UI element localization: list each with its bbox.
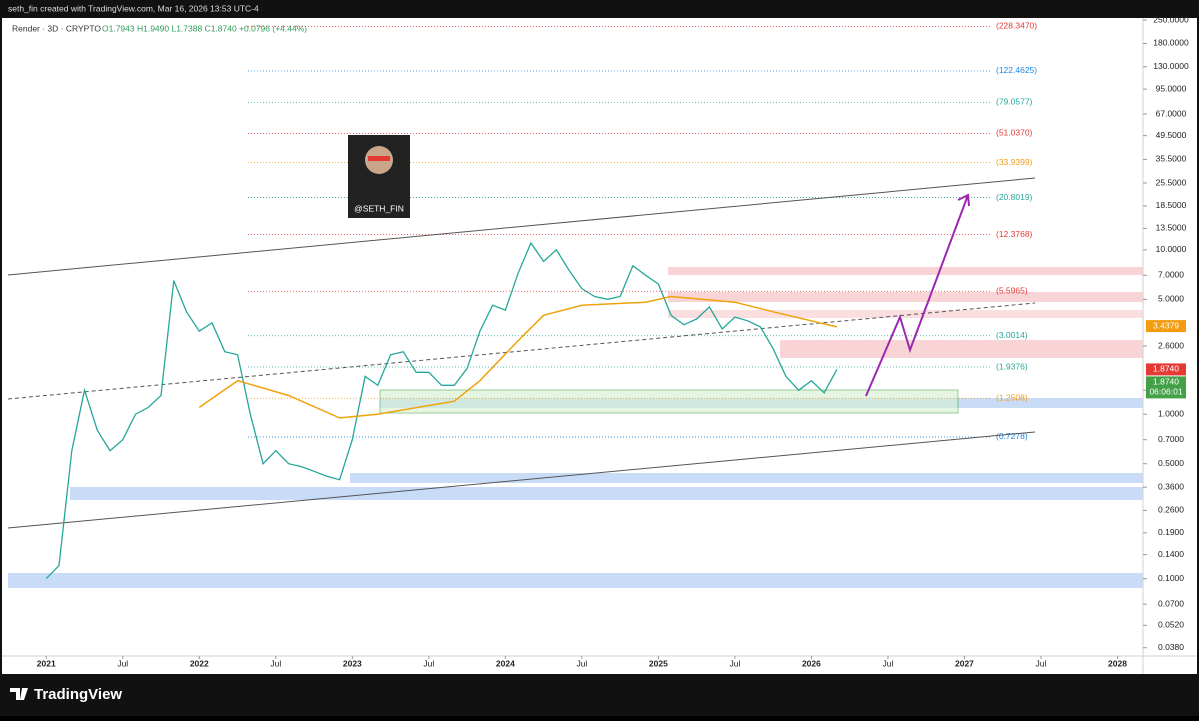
trendline: [7, 177, 1036, 276]
brand: TradingView: [34, 686, 122, 703]
y-tick-label: 0.1000: [1158, 573, 1184, 583]
x-tick-label: Jul: [270, 658, 281, 668]
x-tick-label: Jul: [117, 658, 128, 668]
y-tick-label: 2.6000: [1158, 340, 1184, 350]
x-tick-label: 2022: [190, 658, 209, 668]
zone: [780, 340, 1143, 358]
y-tick-label: 67.0000: [1156, 108, 1187, 118]
y-tick-label: 0.5000: [1158, 458, 1184, 468]
fib-label: (5.5965): [996, 286, 1028, 296]
countdown: 06:06:01: [1149, 387, 1182, 397]
zone: [668, 292, 1143, 302]
fib-label: (33.9399): [996, 157, 1033, 167]
fib-label: (228.3470): [996, 21, 1037, 31]
plot: [45, 241, 838, 580]
x-tick-label: 2024: [496, 658, 515, 668]
fib-label: (122.4625): [996, 65, 1037, 75]
y-tick-label: 7.0000: [1158, 270, 1184, 280]
y-tick-label: 0.1900: [1158, 527, 1184, 537]
y-tick-label: 250.0000: [1153, 14, 1189, 24]
y-tick-label: 49.5000: [1156, 130, 1187, 140]
fib-label: (51.0370): [996, 128, 1033, 138]
price-label: 1.8740: [1153, 377, 1179, 387]
avatar-label: @SETH_FIN: [354, 203, 404, 213]
y-tick-label: 13.5000: [1156, 223, 1187, 233]
zone: [8, 573, 1143, 588]
trendline: [7, 431, 1036, 529]
price-label-box: [1146, 376, 1186, 399]
zones: [8, 267, 1143, 588]
projection-arrow: [865, 193, 970, 397]
x-tick-label: Jul: [729, 658, 740, 668]
y-tick-label: 0.1400: [1158, 549, 1184, 559]
y-tick-label: 130.0000: [1153, 61, 1189, 71]
brand-logo: [10, 688, 28, 700]
zone: [668, 310, 1143, 318]
x-tick-label: 2023: [343, 658, 362, 668]
avatar-eyes: [368, 156, 390, 161]
y-tick-label: 0.0520: [1158, 620, 1184, 630]
price-line: [45, 241, 838, 580]
trendline: [7, 302, 1036, 400]
fib-label: (20.8019): [996, 192, 1033, 202]
levels: (228.3470) (122.4625) (79.0577) (51.0370) (3…: [248, 21, 1037, 441]
zone: [70, 487, 1143, 500]
price-label-box: [1146, 320, 1186, 333]
y-tick-label: 0.3600: [1158, 481, 1184, 491]
y-tick-label: 1.0000: [1158, 408, 1184, 418]
x-tick-label: 2025: [649, 658, 668, 668]
y-tick-label: 5.0000: [1158, 294, 1184, 304]
y-tick-label: 0.0380: [1158, 642, 1184, 652]
x-tick-label: 2026: [802, 658, 821, 668]
y-tick-label: 0.7000: [1158, 434, 1184, 444]
x-tick-label: Jul: [883, 658, 894, 668]
fib-label: (0.7278): [996, 431, 1028, 441]
fib-label: (79.0577): [996, 96, 1033, 106]
x-tick-label: Jul: [576, 658, 587, 668]
y-tick-label: 0.0700: [1158, 598, 1184, 608]
ohlc: O1.7943 H1.9490 L1.7388 C1.8740 +0.0796 …: [102, 23, 307, 33]
y-tick-label: 25.5000: [1156, 177, 1187, 187]
x-tick-label: 2027: [955, 658, 974, 668]
moving-average: [198, 295, 838, 419]
zone: [379, 389, 959, 414]
y-tick-label: 18.5000: [1156, 200, 1187, 210]
fib-label: (1.9376): [996, 361, 1028, 371]
price-label: 3.4379: [1153, 320, 1179, 330]
x-tick-label: Jul: [1036, 658, 1047, 668]
symbol: Render · 3D · CRYPTO: [12, 23, 101, 33]
x-tick-label: 2021: [37, 658, 56, 668]
credit: seth_fin created with TradingView.com, M…: [8, 3, 259, 13]
y-tick-label: 180.0000: [1153, 38, 1189, 48]
x-tick-label: 2028: [1108, 658, 1127, 668]
zone: [668, 267, 1143, 275]
price-label-box: [1146, 363, 1186, 376]
fib-label: (12.3768): [996, 229, 1033, 239]
y-tick-label: 0.2600: [1158, 505, 1184, 515]
price-label: 1.8740: [1153, 364, 1179, 374]
zone: [350, 473, 1143, 483]
y-tick-label: 10.0000: [1156, 244, 1187, 254]
fib-label: (3.0014): [996, 330, 1028, 340]
fib-label: (1.2508): [996, 393, 1028, 403]
y-tick-label: 35.5000: [1156, 154, 1187, 164]
x-tick-label: Jul: [423, 658, 434, 668]
y-tick-label: 95.0000: [1156, 83, 1187, 93]
